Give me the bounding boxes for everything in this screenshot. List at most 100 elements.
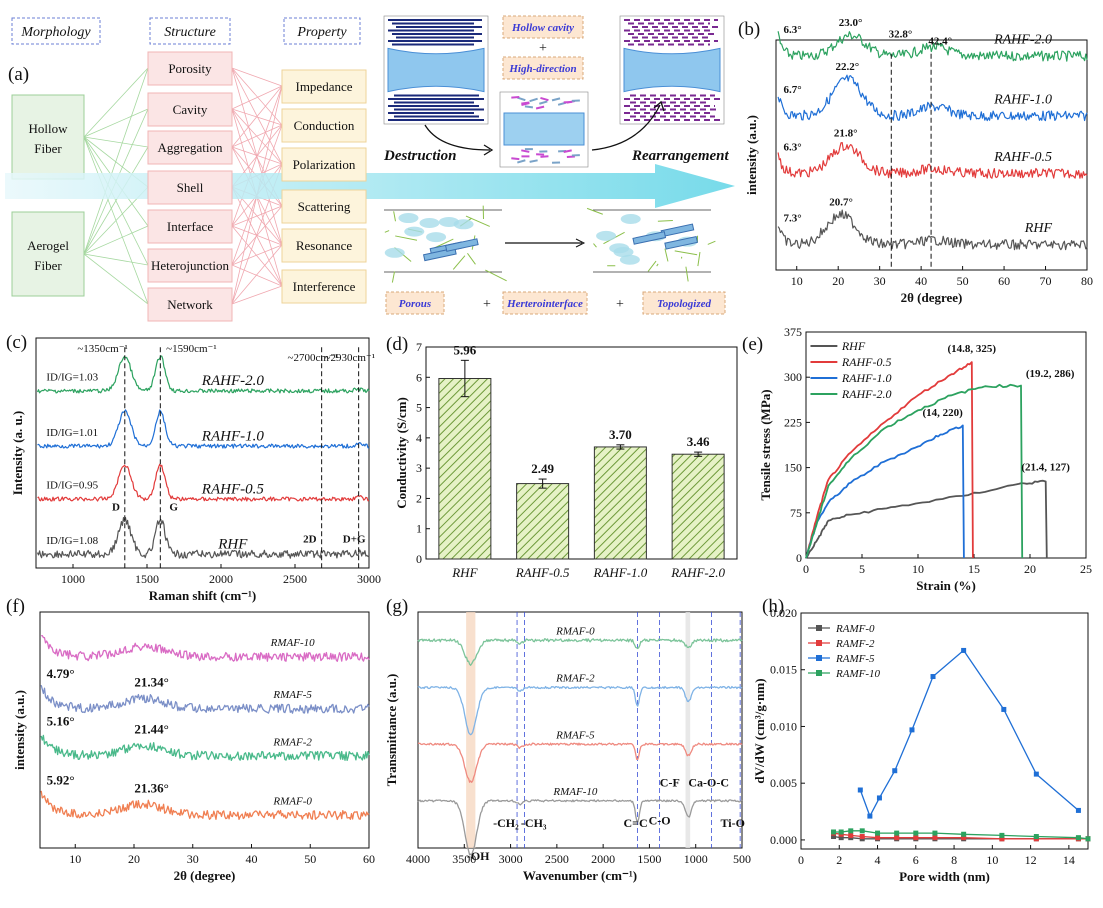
peak-label: 21.36° [134, 781, 168, 796]
x-tick-label: 3000 [499, 852, 523, 866]
series-label: RMAF-0 [272, 795, 312, 807]
x-category-label: RAHF-1.0 [592, 565, 647, 580]
data-point [876, 795, 882, 801]
x-axis-label: 2θ (degree) [174, 868, 236, 883]
legend-marker [816, 640, 822, 646]
aero-flake [619, 254, 640, 265]
highlight-band [685, 612, 691, 848]
series-RMAF-10 [417, 799, 743, 856]
data-point [932, 835, 938, 841]
morph-label-0: Hollow [29, 121, 69, 136]
panel-c: 1000 1500 2000 2500 3000 Raman shift (cm⁻¹) In… [6, 332, 381, 603]
x-tick-label: 500 [733, 852, 751, 866]
aero-strand [707, 240, 716, 245]
y-tick-label: 150 [784, 461, 802, 475]
ratio-label: ID/IG=1.01 [46, 427, 98, 439]
series-label: RMAF-2 [555, 673, 595, 685]
axes-frame [417, 611, 743, 849]
data-point [932, 830, 938, 836]
link-line [231, 205, 283, 266]
x-tick-label: 8 [951, 853, 957, 867]
end-label: (14, 220) [922, 407, 963, 419]
data-point [909, 727, 915, 733]
data-point [913, 835, 919, 841]
header-box [149, 17, 231, 45]
x-tick-label: 50 [304, 852, 316, 866]
aero-flake [398, 213, 419, 224]
tag-bottom-2: Topologized [657, 298, 711, 310]
x-tick-label: 3500 [452, 852, 476, 866]
aero-strand [656, 263, 659, 267]
aero-flake [384, 247, 405, 258]
fiber-cavity [623, 47, 721, 93]
x-tick-label: 4 [875, 853, 881, 867]
x-tick-label: 40 [246, 852, 258, 866]
x-category-label: RAHF-0.5 [515, 565, 570, 580]
y-axis-label: Conductivity (S/cm) [394, 397, 409, 509]
x-axis-label: Strain (%) [916, 578, 976, 593]
data-point [859, 834, 865, 840]
value-label: 3.46 [687, 434, 710, 449]
series-RAHF-0.5 [777, 142, 1088, 179]
fiber-strand [529, 97, 538, 103]
series-RAMF-5 [859, 649, 1079, 817]
morph-label-1: Aerogel [27, 238, 69, 253]
aero-strand [647, 260, 657, 272]
peak-label: 21.34° [134, 674, 168, 689]
x-tick-label: 3000 [357, 572, 381, 586]
x-tick-label: 2500 [283, 572, 307, 586]
series-RAHF-0.5 [805, 361, 974, 559]
data-point [867, 813, 873, 819]
peak-label: 42.4° [928, 36, 952, 48]
annotation: G [169, 502, 178, 514]
peak-label: 5.92° [47, 772, 75, 787]
y-tick-label: 375 [784, 325, 802, 339]
x-tick-label: 20 [128, 852, 140, 866]
link-line [231, 67, 283, 87]
link-line [231, 67, 283, 126]
bar-RAHF-1.0 [593, 446, 647, 560]
property-label-3: Scattering [298, 199, 351, 214]
annotation: -CH₃ [521, 816, 547, 830]
property-label-5: Interference [293, 279, 356, 294]
x-tick-label: 1000 [61, 572, 85, 586]
data-point [913, 830, 919, 836]
x-axis-label: Raman shift (cm⁻¹) [149, 588, 257, 603]
property-box [281, 189, 367, 224]
tag-plus: + [539, 41, 547, 56]
property-label-4: Resonance [296, 238, 353, 253]
annotation: Ti-O [721, 816, 745, 830]
y-tick-label: 0 [416, 552, 422, 566]
tag-rearrangement: Rearrangement [631, 148, 730, 164]
aero-strand [384, 230, 390, 233]
fiber-strand [540, 155, 549, 158]
curve-arrow [591, 104, 661, 151]
series-label: RAHF-0.5 [201, 481, 265, 497]
annotation: ~2700cm⁻¹ [288, 352, 339, 364]
data-point [848, 828, 854, 834]
annotation: D+G [343, 534, 366, 546]
property-box [281, 108, 367, 143]
aero-strand [391, 271, 396, 283]
x-tick-label: 2 [836, 853, 842, 867]
annotation: 2D [303, 534, 317, 546]
property-box [281, 228, 367, 263]
peak-label: 21.8° [834, 128, 858, 140]
data-point [859, 828, 865, 834]
fiber-strand [539, 100, 548, 105]
y-axis-label: Transmittance (a.u.) [384, 674, 399, 787]
aero-strand [485, 269, 507, 282]
series-label: RMAF-10 [270, 637, 315, 649]
header-0: Morphology [20, 25, 91, 40]
aero-flake [404, 226, 425, 237]
value-label: 5.96 [454, 342, 477, 357]
x-tick-label: 80 [1081, 274, 1093, 288]
tag-plus: + [483, 297, 491, 312]
data-point [1033, 771, 1039, 777]
tag-box [502, 15, 584, 39]
data-point [892, 768, 898, 774]
property-box [281, 269, 367, 304]
link-line [231, 205, 283, 227]
y-tick-label: 0.010 [770, 719, 797, 733]
data-point [848, 832, 854, 838]
